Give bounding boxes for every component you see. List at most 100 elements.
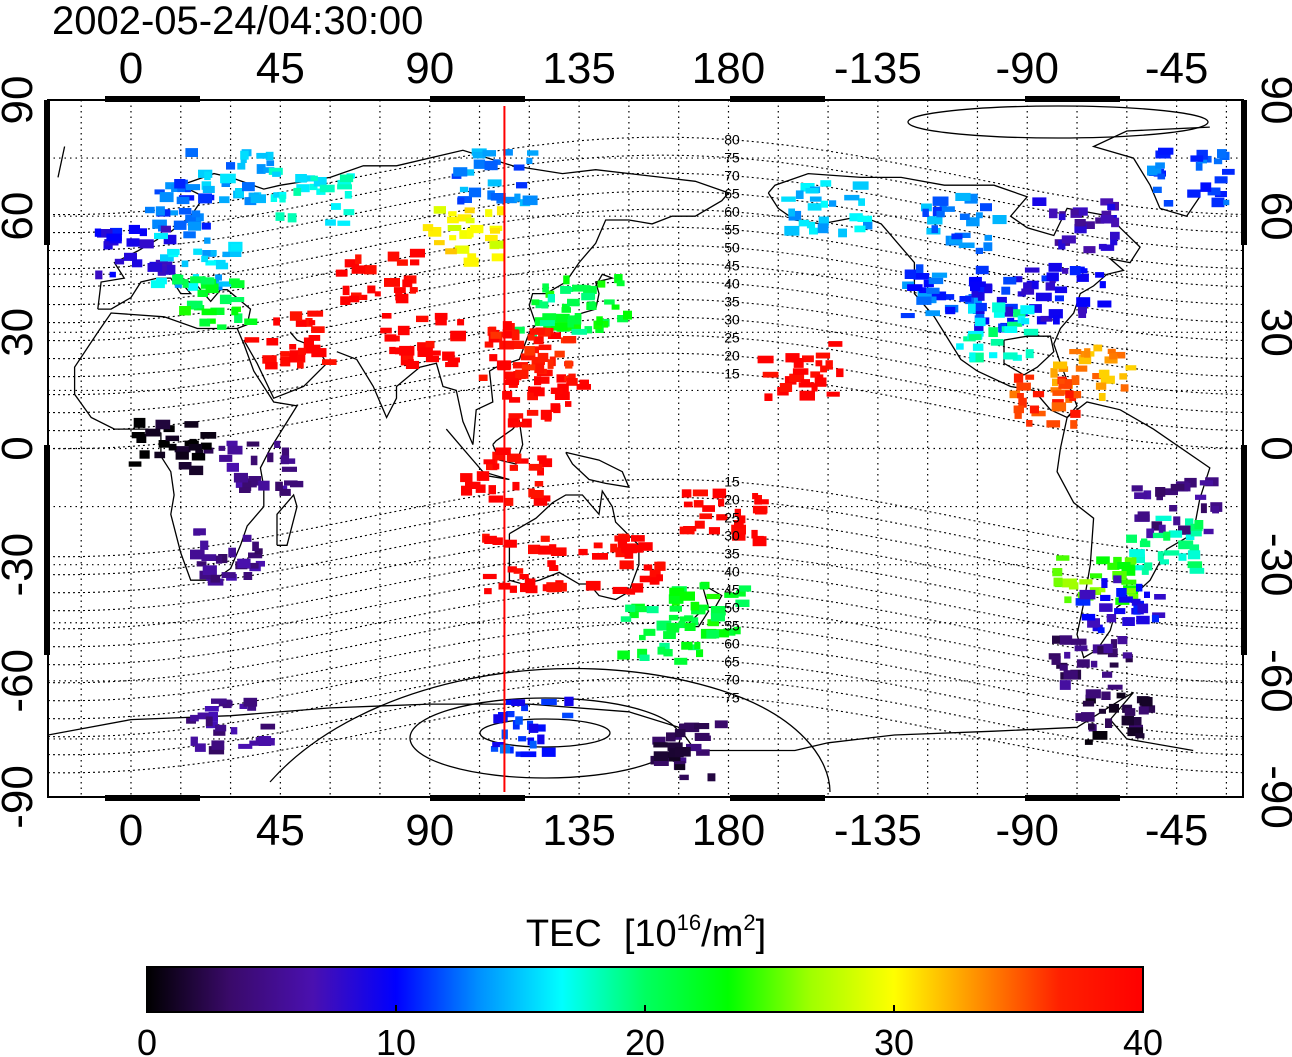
tec-cell bbox=[738, 585, 752, 592]
tec-cell bbox=[513, 568, 524, 574]
tec-cell bbox=[1164, 550, 1180, 556]
tec-cell bbox=[490, 227, 501, 234]
tec-cell bbox=[1116, 588, 1127, 597]
tec-cell bbox=[1085, 689, 1101, 699]
tec-cell bbox=[779, 383, 793, 392]
tec-cell bbox=[588, 301, 596, 310]
tec-cell bbox=[992, 215, 1007, 225]
tec-cell bbox=[230, 244, 241, 251]
tec-cell bbox=[242, 534, 252, 542]
tec-cell bbox=[468, 187, 482, 198]
tec-cell bbox=[556, 374, 566, 383]
tec-cell bbox=[1098, 393, 1106, 401]
tec-cell bbox=[531, 299, 540, 306]
tec-cell bbox=[679, 774, 689, 781]
tec-cell bbox=[504, 539, 517, 548]
tec-cell bbox=[1200, 182, 1212, 192]
tec-cell bbox=[200, 540, 209, 550]
tec-cell bbox=[1155, 162, 1165, 169]
tec-cell bbox=[447, 225, 462, 231]
tec-cell bbox=[533, 498, 548, 506]
tec-cell bbox=[503, 149, 513, 156]
tec-cell bbox=[1101, 691, 1111, 700]
tec-cell bbox=[502, 196, 517, 204]
tec-cell bbox=[163, 264, 176, 275]
tec-cell bbox=[145, 206, 155, 214]
frame-bar-left bbox=[44, 445, 50, 655]
tec-cell bbox=[1178, 540, 1194, 550]
tec-cell bbox=[1178, 553, 1187, 561]
tec-cell bbox=[201, 222, 211, 230]
tec-cell bbox=[191, 452, 206, 461]
tec-cell bbox=[653, 742, 668, 748]
tec-cell bbox=[583, 285, 591, 295]
tec-cell bbox=[614, 274, 623, 284]
tec-cell bbox=[757, 355, 774, 364]
tec-cell bbox=[279, 194, 286, 203]
tec-cell bbox=[1046, 272, 1059, 282]
tec-cell bbox=[1118, 596, 1133, 603]
tec-cell bbox=[1061, 235, 1076, 244]
tec-cell bbox=[707, 773, 716, 782]
tec-cell bbox=[202, 185, 215, 193]
tec-cell bbox=[1111, 217, 1120, 228]
tec-cell bbox=[1169, 505, 1178, 512]
frame-bar-top bbox=[105, 96, 200, 102]
tec-cell bbox=[694, 520, 705, 529]
tec-cell bbox=[464, 207, 475, 214]
tec-cell bbox=[243, 572, 253, 580]
tec-cell bbox=[945, 306, 956, 315]
tec-cell bbox=[707, 619, 719, 627]
tec-cell bbox=[194, 743, 206, 752]
tec-cell bbox=[560, 286, 571, 294]
tec-cell bbox=[694, 723, 710, 730]
mag-contour bbox=[48, 208, 1243, 288]
tec-cell bbox=[1173, 516, 1181, 526]
tec-cell bbox=[160, 254, 174, 262]
tec-cell bbox=[215, 724, 227, 732]
tec-cell bbox=[199, 318, 211, 327]
tec-cell bbox=[226, 440, 238, 447]
lat-tick-label-left: -30 bbox=[0, 533, 42, 597]
tec-cell bbox=[524, 346, 535, 356]
tec-cell bbox=[145, 428, 161, 437]
tec-cell bbox=[1023, 282, 1032, 289]
tec-cell bbox=[1029, 304, 1042, 313]
tec-cell bbox=[649, 569, 661, 578]
tec-cell bbox=[126, 238, 140, 247]
tec-cell bbox=[674, 764, 685, 771]
tec-cell bbox=[210, 574, 221, 583]
tec-cell bbox=[1203, 528, 1214, 535]
south-pole-loop-inner bbox=[479, 718, 611, 748]
tec-cell bbox=[1071, 375, 1080, 385]
tec-cell bbox=[133, 417, 146, 428]
tec-cell bbox=[215, 274, 222, 281]
tec-cell bbox=[1032, 391, 1045, 398]
tec-cell bbox=[387, 251, 400, 262]
tec-cell bbox=[663, 631, 676, 639]
tec-cell bbox=[289, 353, 306, 363]
tec-cell bbox=[260, 723, 276, 730]
tec-cell bbox=[550, 547, 567, 556]
tec-cell bbox=[205, 283, 219, 294]
south-pole-loop-outer bbox=[269, 667, 831, 793]
tec-cell bbox=[176, 196, 190, 205]
tec-cell bbox=[857, 215, 873, 222]
tec-cell bbox=[825, 360, 833, 370]
tec-cell bbox=[265, 362, 278, 370]
tec-cell bbox=[502, 390, 513, 400]
tec-cell bbox=[184, 421, 199, 428]
tec-cell bbox=[465, 217, 475, 224]
tec-cell bbox=[1051, 402, 1067, 412]
tec-cell bbox=[566, 378, 578, 386]
tec-cell bbox=[540, 535, 550, 542]
tec-cell bbox=[280, 356, 291, 367]
tec-cell bbox=[547, 359, 554, 369]
tec-cell bbox=[459, 186, 469, 193]
tec-cell bbox=[244, 318, 258, 325]
tec-cell bbox=[1125, 365, 1137, 371]
tec-cell bbox=[110, 227, 123, 235]
tec-cell bbox=[416, 315, 429, 323]
tec-cell bbox=[820, 200, 828, 208]
